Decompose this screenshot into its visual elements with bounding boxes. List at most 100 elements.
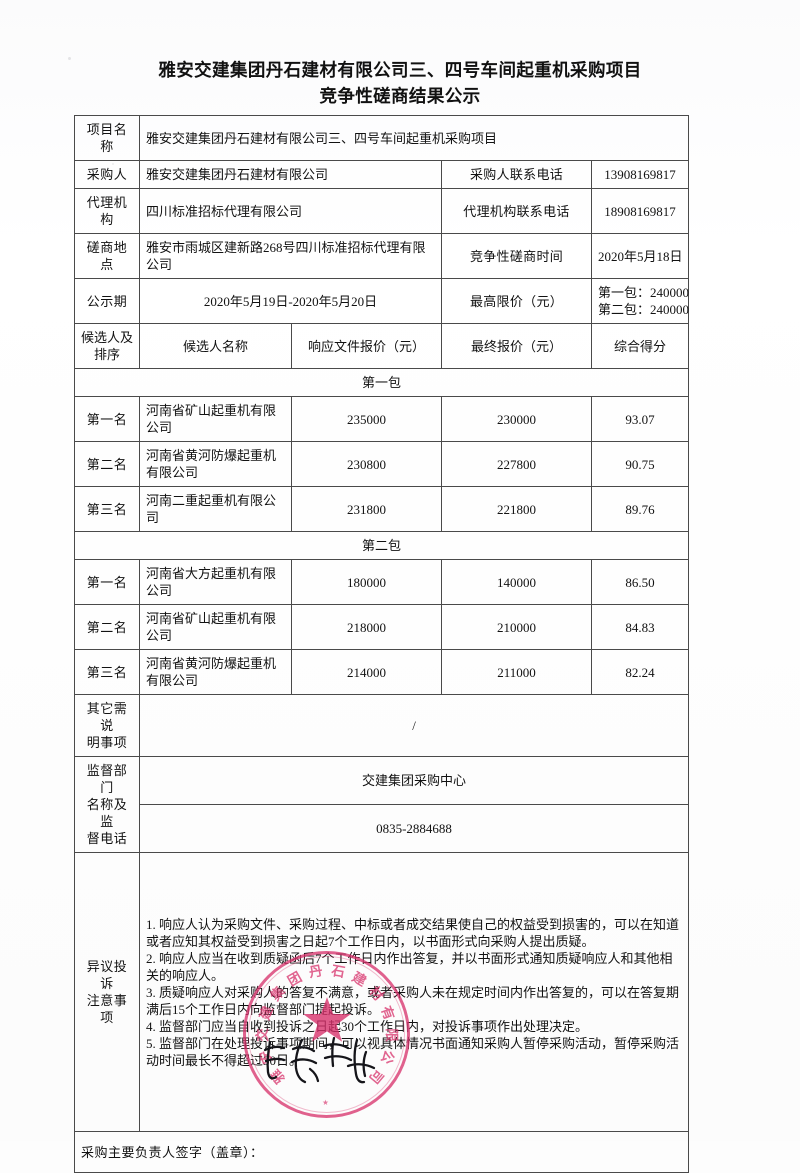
candidate-final-price: 140000: [441, 559, 592, 605]
candidate-response-price: 218000: [291, 604, 442, 650]
candidate-score: 86.50: [590, 559, 690, 605]
table-row-project-name: 项目名称 雅安交建集团丹石建材有限公司三、四号车间起重机采购项目: [74, 115, 690, 161]
candidate-name: 河南省大方起重机有限公司: [139, 559, 292, 605]
supervision-department-value: 交建集团采购中心: [138, 756, 690, 805]
candidate-name: 河南省黄河防爆起重机有限公司: [139, 649, 292, 695]
score-label: 综合得分: [590, 323, 690, 369]
objection-item-3: 3. 质疑响应人对采购人的答复不满意，或者采购人未在规定时间内作出答复的，可以在…: [146, 984, 680, 1017]
other-notes-label: 其它需说 明事项: [74, 694, 140, 757]
package-1-title: 第一包: [73, 368, 690, 397]
max-price-value: 第一包：240000 第二包：240000: [590, 278, 690, 324]
max-price-package-1: 第一包：240000: [598, 285, 690, 300]
negotiation-time-label: 竞争性磋商时间: [441, 233, 592, 279]
document-page: 雅安交建集团丹石建材有限公司三、四号车间起重机采购项目 竞争性磋商结果公示 项目…: [0, 58, 800, 1173]
table-row-supervision-department: 监督部门 名称及监 督电话 交建集团采购中心: [74, 756, 690, 853]
supervision-label-line-3: 督电话: [86, 831, 128, 846]
final-price-label: 最终报价（元）: [441, 323, 592, 369]
objection-label: 异议投诉 注意事项: [74, 852, 140, 1132]
candidate-score: 89.76: [590, 486, 690, 532]
candidate-response-price: 235000: [291, 396, 442, 442]
purchaser-phone-label: 采购人联系电话: [441, 160, 592, 189]
candidate-final-price: 210000: [441, 604, 592, 650]
table-row-candidate: 第二名 河南省矿山起重机有限公司 218000 210000 84.83: [74, 604, 690, 650]
candidate-final-price: 211000: [441, 649, 592, 695]
table-row-venue: 磋商地点 雅安市雨城区建新路268号四川标准招标代理有限公司 竞争性磋商时间 2…: [74, 233, 690, 279]
table-row-candidate: 第一名 河南省矿山起重机有限公司 235000 230000 93.07: [74, 396, 690, 442]
purchaser-value: 雅安交建集团丹石建材有限公司: [139, 160, 442, 189]
agency-value: 四川标准招标代理有限公司: [139, 188, 442, 234]
candidate-score: 84.83: [590, 604, 690, 650]
supervision-label: 监督部门 名称及监 督电话: [74, 756, 140, 853]
candidate-rank: 第一名: [74, 396, 140, 442]
objection-label-line-1: 异议投诉: [86, 959, 128, 991]
candidate-name: 河南省矿山起重机有限公司: [139, 396, 292, 442]
negotiation-time-value: 2020年5月18日: [590, 233, 690, 279]
candidate-response-price: 214000: [291, 649, 442, 695]
page-title: 雅安交建集团丹石建材有限公司三、四号车间起重机采购项目 竞争性磋商结果公示: [0, 58, 800, 110]
response-price-label: 响应文件报价（元）: [291, 323, 442, 369]
table-row-other-notes: 其它需说 明事项 /: [74, 694, 690, 757]
candidate-rank-label-line-1: 候选人及: [81, 330, 134, 345]
supervision-label-line-2: 名称及监: [86, 797, 128, 829]
supervision-phone-value: 0835-2884688: [138, 804, 690, 853]
other-notes-label-line-1: 其它需说: [86, 701, 128, 733]
purchaser-phone-value: 13908169817: [590, 160, 690, 189]
supervision-label-line-1: 监督部门: [86, 763, 128, 795]
candidate-rank-label-line-2: 排序: [93, 347, 120, 362]
purchaser-label: 采购人: [74, 160, 140, 189]
signature-label: 采购主要负责人签字（盖章）：: [73, 1131, 690, 1173]
candidate-final-price: 230000: [441, 396, 592, 442]
candidate-name: 河南二重起重机有限公司: [139, 486, 292, 532]
package-title-row: 第一包: [73, 368, 690, 397]
objection-notes-body: 1. 响应人认为采购文件、采购过程、中标或者成交结果使自己的权益受到损害的，可以…: [138, 852, 690, 1132]
other-notes-label-line-2: 明事项: [86, 735, 128, 750]
candidate-response-price: 230800: [291, 441, 442, 487]
candidate-score: 90.75: [590, 441, 690, 487]
project-name-label: 项目名称: [74, 115, 140, 161]
agency-label: 代理机构: [74, 188, 140, 234]
max-price-label: 最高限价（元）: [441, 278, 592, 324]
candidate-rank-label: 候选人及 排序: [74, 323, 140, 369]
agency-phone-value: 18908169817: [590, 188, 690, 234]
table-row-candidate: 第二名 河南省黄河防爆起重机有限公司 230800 227800 90.75: [74, 441, 690, 487]
candidate-response-price: 180000: [291, 559, 442, 605]
venue-value: 雅安市雨城区建新路268号四川标准招标代理有限公司: [139, 233, 442, 279]
candidate-score: 82.24: [590, 649, 690, 695]
objection-label-line-2: 注意事项: [86, 993, 128, 1025]
candidate-rank: 第二名: [74, 441, 140, 487]
candidate-name-label: 候选人名称: [139, 323, 292, 369]
objection-item-5: 5. 监督部门在处理投诉事项期间，可以视具体情况书面通知采购人暂停采购活动，暂停…: [146, 1035, 680, 1068]
candidate-rank: 第一名: [74, 559, 140, 605]
candidate-rank: 第三名: [74, 649, 140, 695]
venue-label: 磋商地点: [74, 233, 140, 279]
package-2-title: 第二包: [73, 531, 690, 560]
title-line-1: 雅安交建集团丹石建材有限公司三、四号车间起重机采购项目: [158, 61, 642, 81]
project-name-value: 雅安交建集团丹石建材有限公司三、四号车间起重机采购项目: [138, 115, 690, 161]
objection-item-4: 4. 监督部门应当自收到投诉之日起30个工作日内，对投诉事项作出处理决定。: [146, 1018, 589, 1034]
table-row-candidate: 第三名 河南省黄河防爆起重机有限公司 214000 211000 82.24: [74, 649, 690, 695]
title-line-2: 竞争性磋商结果公示: [319, 87, 481, 107]
objection-item-1: 1. 响应人认为采购文件、采购过程、中标或者成交结果使自己的权益受到损害的，可以…: [146, 916, 680, 949]
candidate-name: 河南省黄河防爆起重机有限公司: [139, 441, 292, 487]
table-row-publicity: 公示期 2020年5月19日-2020年5月20日 最高限价（元） 第一包：24…: [74, 278, 690, 324]
objection-item-2: 2. 响应人应当在收到质疑函后7个工作日内作出答复，并以书面形式通知质疑响应人和…: [146, 950, 673, 983]
table-row-objection-notes: 异议投诉 注意事项 1. 响应人认为采购文件、采购过程、中标或者成交结果使自己的…: [74, 852, 690, 1132]
table-row-candidate: 第一名 河南省大方起重机有限公司 180000 140000 86.50: [74, 559, 690, 605]
agency-phone-label: 代理机构联系电话: [441, 188, 592, 234]
announcement-table: 项目名称 雅安交建集团丹石建材有限公司三、四号车间起重机采购项目 采购人 雅安交…: [73, 115, 690, 1173]
publicity-label: 公示期: [74, 278, 140, 324]
other-notes-value: /: [138, 694, 690, 757]
table-row-signature: 采购主要负责人签字（盖章）：: [73, 1131, 690, 1173]
table-row-candidate-header: 候选人及 排序 候选人名称 响应文件报价（元） 最终报价（元） 综合得分: [74, 323, 690, 369]
candidate-rank: 第二名: [74, 604, 140, 650]
candidate-final-price: 227800: [441, 441, 592, 487]
candidate-final-price: 221800: [441, 486, 592, 532]
package-title-row: 第二包: [73, 531, 690, 560]
table-row-purchaser: 采购人 雅安交建集团丹石建材有限公司 采购人联系电话 13908169817: [74, 160, 690, 189]
candidate-rank: 第三名: [74, 486, 140, 532]
candidate-response-price: 231800: [291, 486, 442, 532]
max-price-package-2: 第二包：240000: [598, 302, 690, 317]
table-row-candidate: 第三名 河南二重起重机有限公司 231800 221800 89.76: [74, 486, 690, 532]
publicity-value: 2020年5月19日-2020年5月20日: [139, 278, 442, 324]
table-row-supervision-phone: 0835-2884688: [75, 804, 690, 853]
